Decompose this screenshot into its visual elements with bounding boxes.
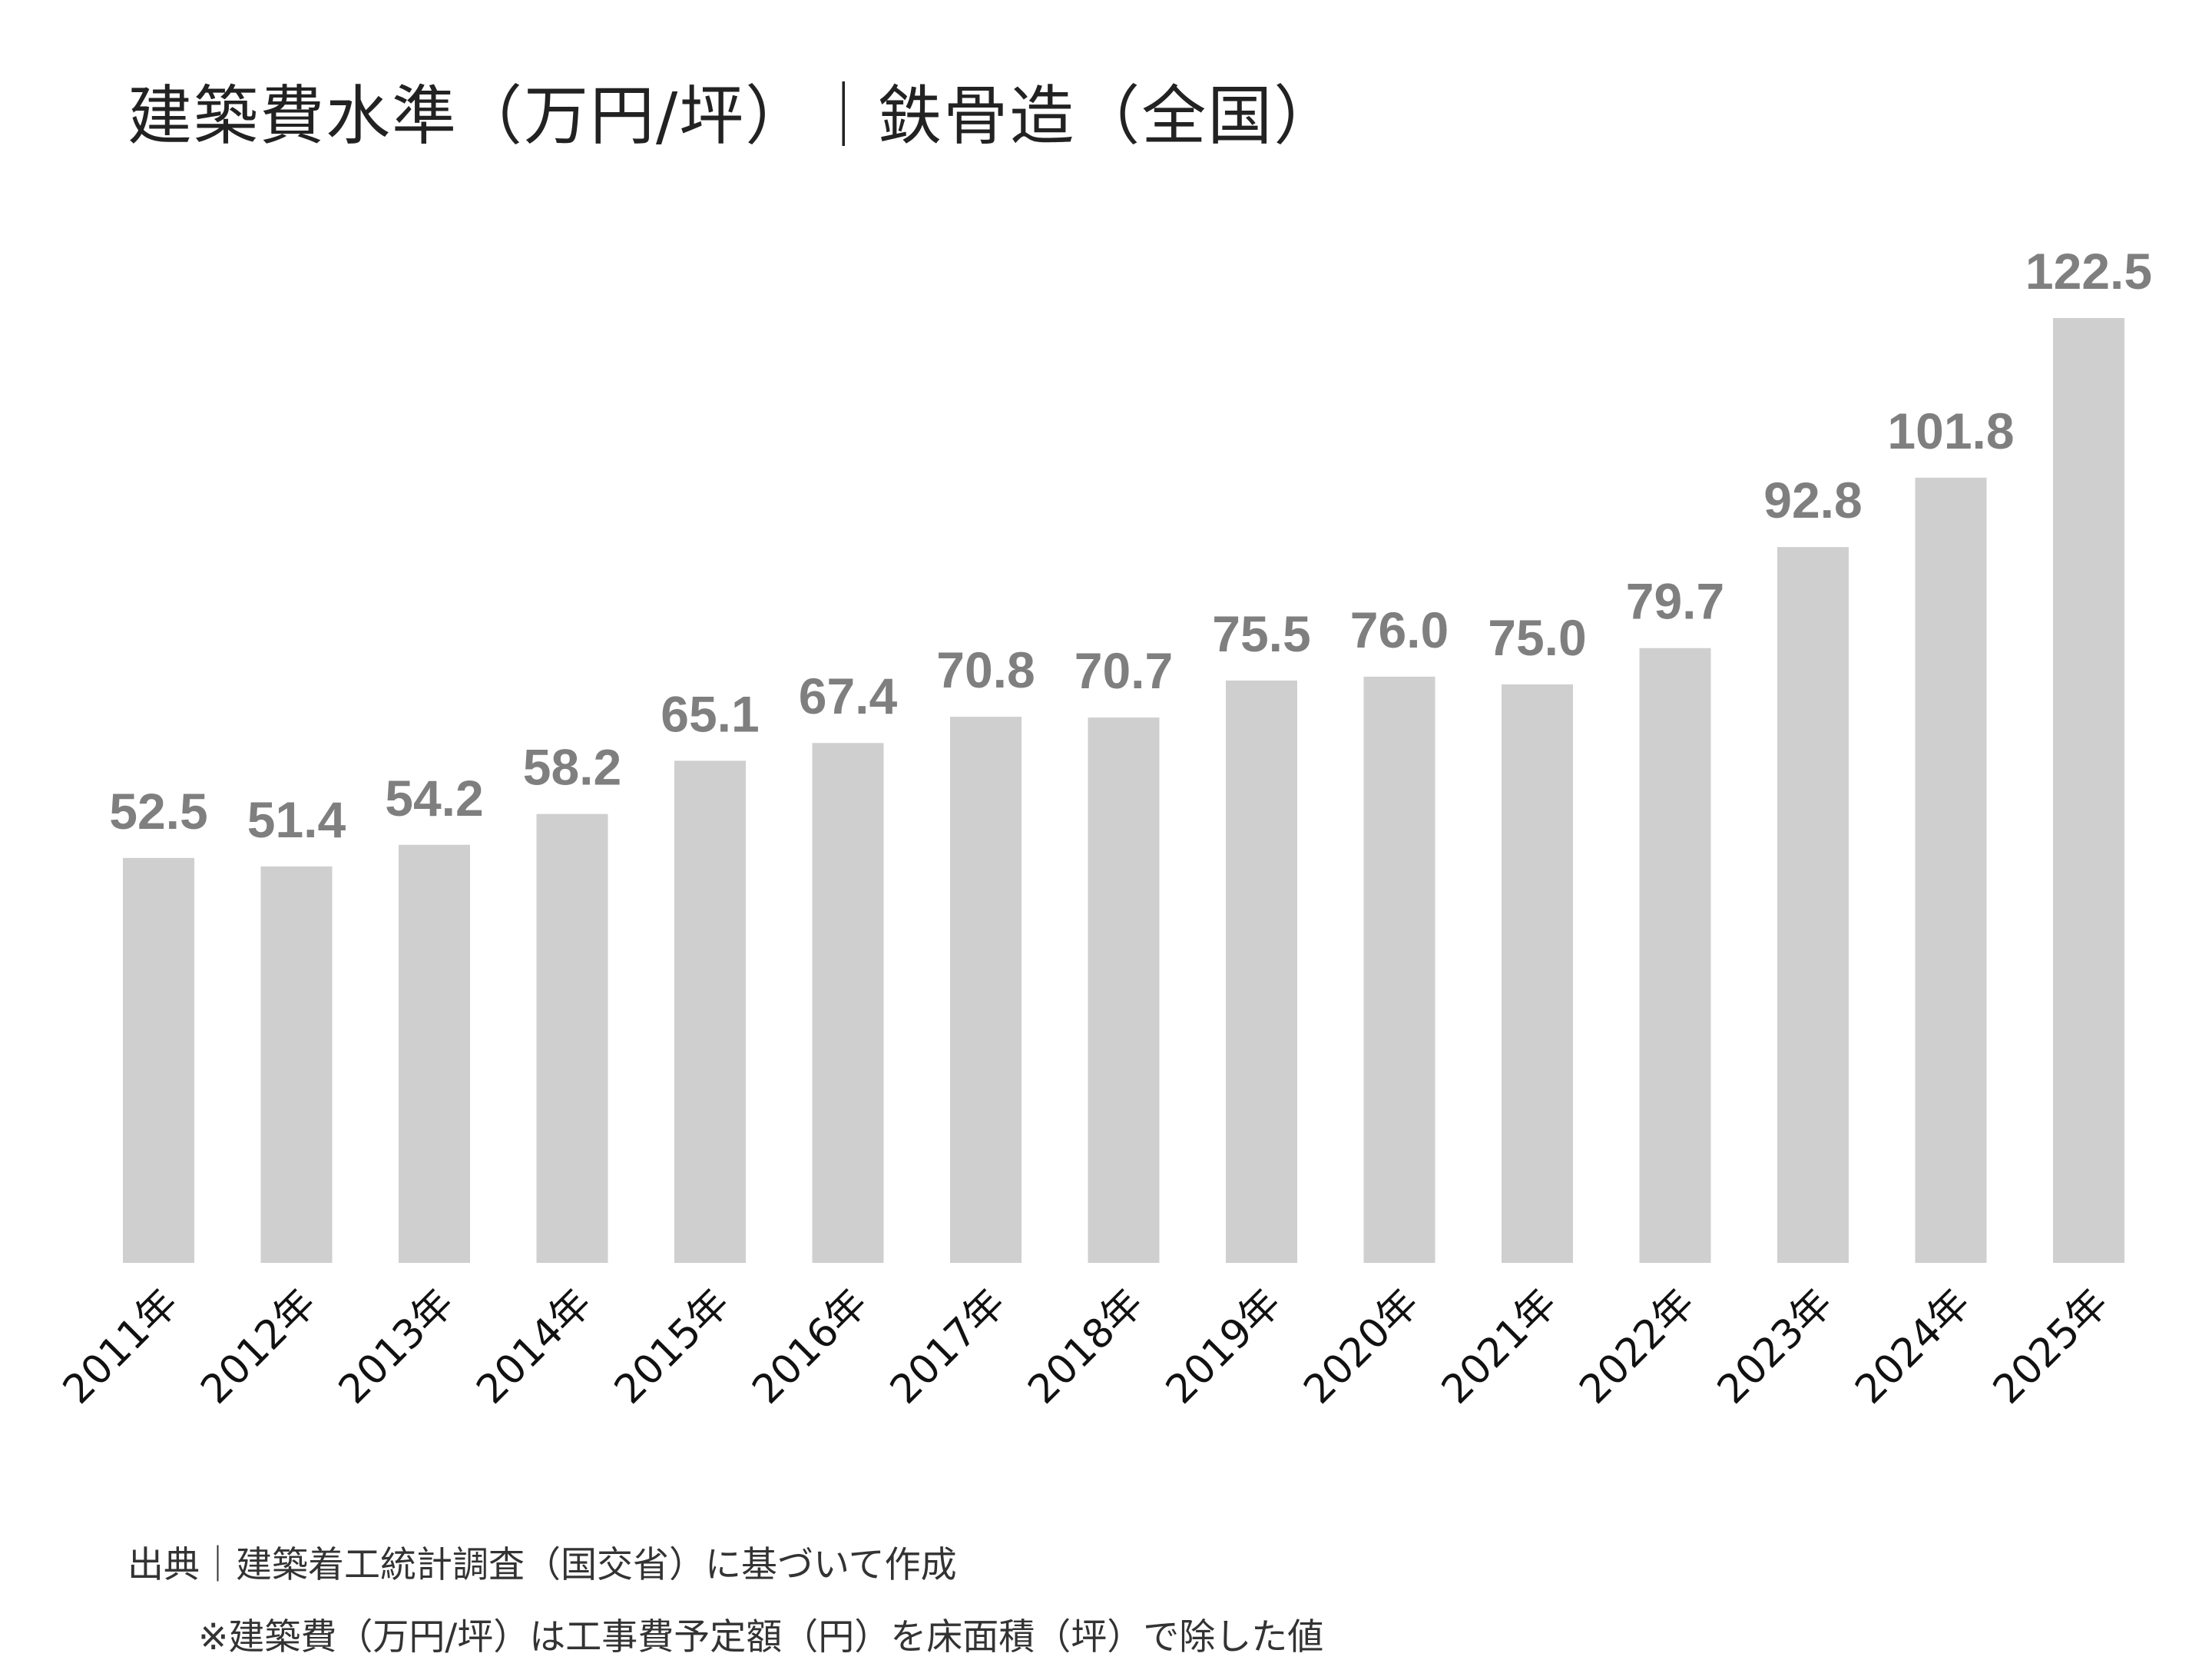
x-tick-label: 2011年 xyxy=(55,1281,187,1413)
x-tick-label: 2013年 xyxy=(330,1281,463,1413)
bar xyxy=(1363,676,1435,1263)
x-tick-label: 2025年 xyxy=(1985,1281,2118,1413)
data-label: 52.5 xyxy=(109,783,207,840)
data-label: 122.5 xyxy=(2025,243,2152,300)
data-label: 75.5 xyxy=(1212,605,1310,662)
data-label: 76.0 xyxy=(1350,601,1449,658)
data-label: 70.8 xyxy=(936,641,1035,698)
chart-title: 建築費水準（万円/坪）｜鉄骨造（全国） xyxy=(127,78,1340,154)
x-tick-label: 2024年 xyxy=(1846,1281,1979,1413)
data-label: 51.4 xyxy=(247,791,346,848)
x-tick-label: 2012年 xyxy=(192,1281,325,1413)
bar xyxy=(950,717,1022,1263)
x-tick-label: 2020年 xyxy=(1295,1281,1428,1413)
bar xyxy=(812,743,884,1263)
x-tick-label: 2022年 xyxy=(1571,1281,1704,1413)
x-tick-label: 2023年 xyxy=(1709,1281,1842,1413)
source-note: 出典｜建築着工統計調査（国交省）に基づいて作成 xyxy=(127,1544,957,1586)
bar xyxy=(2053,318,2124,1263)
bar xyxy=(123,857,194,1263)
x-tick-label: 2015年 xyxy=(606,1281,739,1413)
data-label: 58.2 xyxy=(523,739,621,796)
data-label: 70.7 xyxy=(1075,642,1173,699)
bar xyxy=(1502,684,1573,1263)
bar xyxy=(399,844,470,1263)
data-label: 67.4 xyxy=(799,668,898,724)
data-label: 101.8 xyxy=(1887,403,2014,459)
bar xyxy=(536,813,608,1263)
x-tick-label: 2014年 xyxy=(468,1281,601,1413)
data-label: 65.1 xyxy=(661,685,759,742)
bar xyxy=(1777,547,1849,1263)
bar xyxy=(1088,717,1160,1263)
bar xyxy=(1639,648,1711,1263)
x-tick-label: 2021年 xyxy=(1433,1281,1566,1413)
data-label: 79.7 xyxy=(1626,573,1724,630)
bar xyxy=(674,760,746,1263)
definition-note: ※建築費（万円/坪）は工事費予定額（円）を床面積（坪）で除した値 xyxy=(198,1616,1324,1658)
data-label: 75.0 xyxy=(1488,609,1586,666)
x-tick-label: 2017年 xyxy=(882,1281,1015,1413)
x-tick-label: 2018年 xyxy=(1019,1281,1152,1413)
data-label: 92.8 xyxy=(1763,472,1862,528)
data-label: 54.2 xyxy=(385,770,483,827)
x-tick-label: 2019年 xyxy=(1157,1281,1290,1413)
bar xyxy=(1915,477,1987,1263)
bar xyxy=(260,866,333,1263)
bar xyxy=(1226,680,1297,1263)
x-tick-label: 2016年 xyxy=(743,1281,876,1413)
